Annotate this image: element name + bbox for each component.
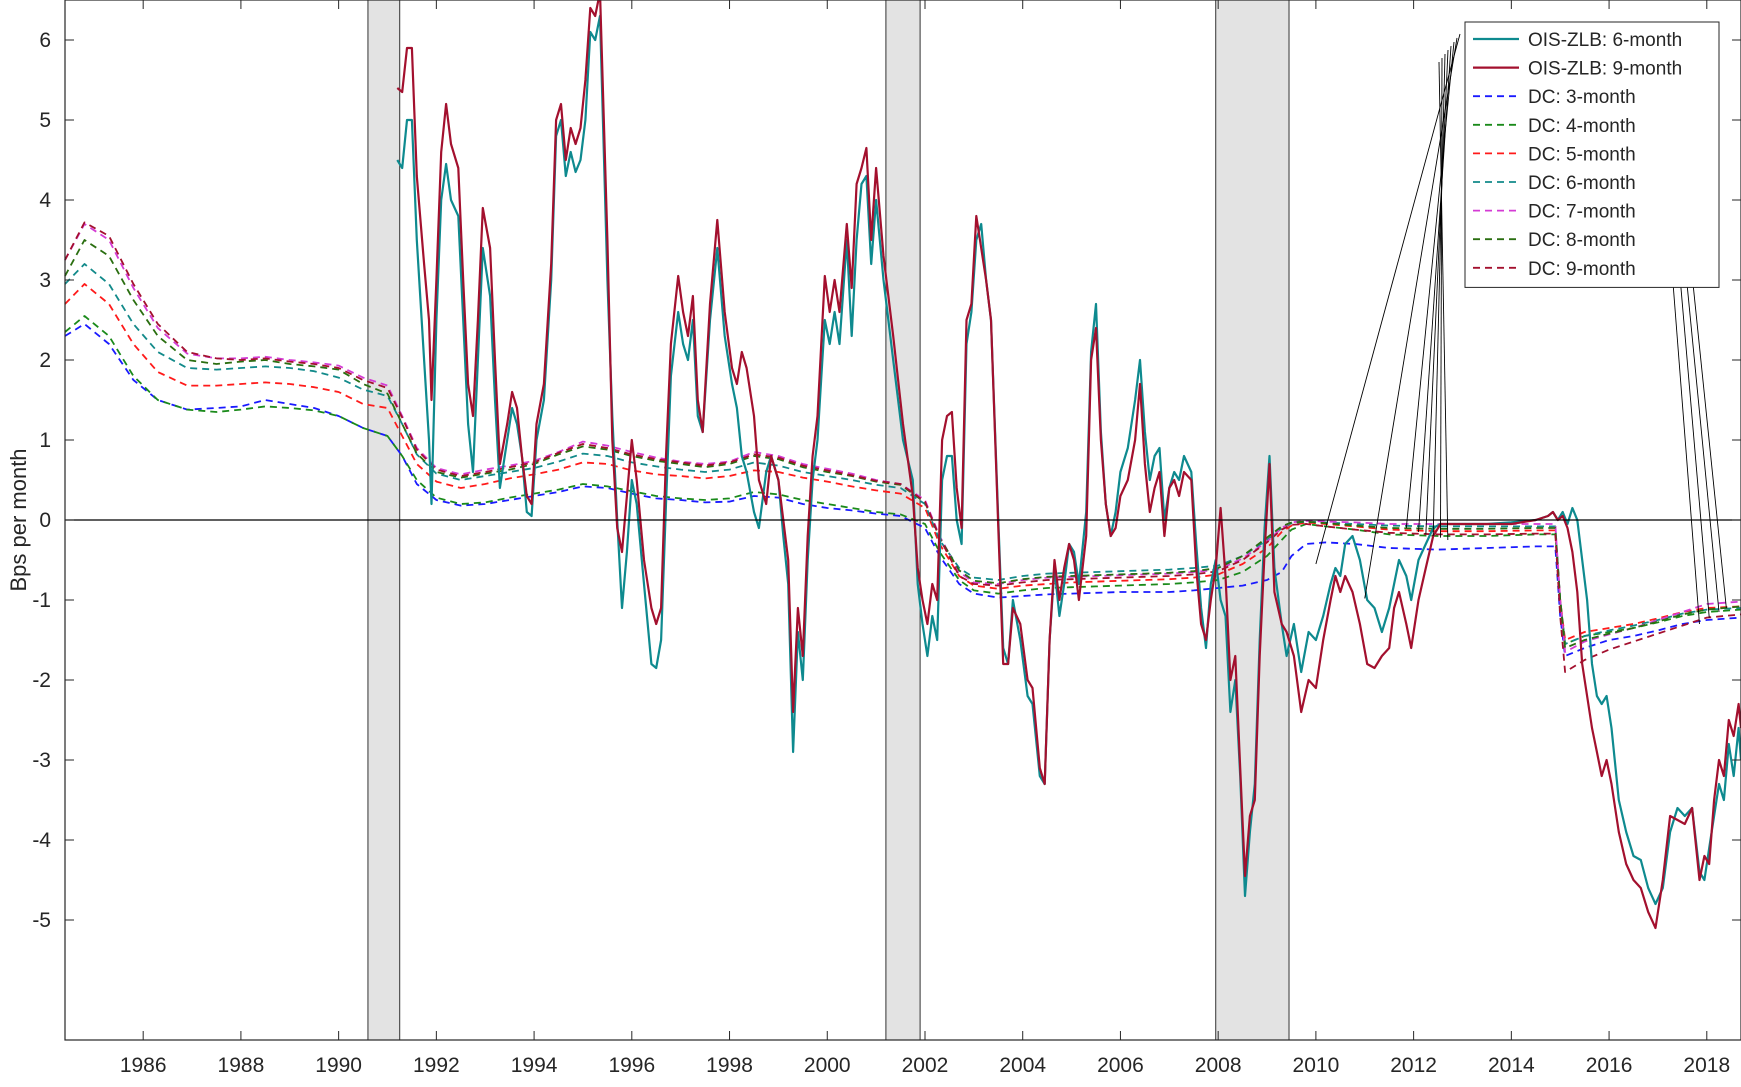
legend-label-dc-4-month: DC: 4-month xyxy=(1528,116,1636,137)
x-tick-label: 2010 xyxy=(1293,1054,1340,1077)
legend-label-ois-zlb-6-month: OIS-ZLB: 6-month xyxy=(1528,30,1682,51)
y-tick-label: -4 xyxy=(32,829,51,852)
callout-line xyxy=(1432,53,1446,537)
x-tick-label: 1992 xyxy=(413,1054,460,1077)
x-tick-label: 2006 xyxy=(1097,1054,1144,1077)
legend-label-dc-9-month: DC: 9-month xyxy=(1528,259,1636,280)
legend-label-ois-zlb-9-month: OIS-ZLB: 9-month xyxy=(1528,59,1682,80)
y-tick-label: 4 xyxy=(39,189,51,212)
y-tick-label: 5 xyxy=(39,109,51,132)
x-tick-label: 2002 xyxy=(902,1054,949,1077)
y-tick-label: -5 xyxy=(32,909,51,932)
y-tick-label: 0 xyxy=(39,509,51,532)
x-tick-label: 1998 xyxy=(706,1054,753,1077)
y-tick-label: -1 xyxy=(32,589,51,612)
y-tick-label: 3 xyxy=(39,269,51,292)
legend-callout-lines xyxy=(1315,33,1727,625)
callout-line xyxy=(1425,49,1449,535)
callout-line xyxy=(1438,61,1449,541)
x-tick-label: 2000 xyxy=(804,1054,851,1077)
x-tick-label: 2004 xyxy=(999,1054,1046,1077)
callout-line xyxy=(1675,229,1710,618)
series-line-dc-4-month xyxy=(64,315,1741,645)
legend: OIS-ZLB: 6-month OIS-ZLB: 9-month DC: 3-mo… xyxy=(1464,21,1720,288)
callout-line xyxy=(1418,45,1452,533)
x-tick-label: 1988 xyxy=(218,1054,265,1077)
legend-label-dc-5-month: DC: 5-month xyxy=(1528,144,1636,165)
series-line-dc-6-month xyxy=(64,263,1741,645)
legend-label-dc-6-month: DC: 6-month xyxy=(1528,173,1636,194)
axes: -5 -4 -3 -2 -1 0 1 2 3 4 5 6 1986 1988 1990 1992 1994 199… xyxy=(32,0,1741,1077)
series-line-dc-9-month xyxy=(64,221,1741,673)
y-tick-label: 2 xyxy=(39,349,51,372)
x-tick-label: 2008 xyxy=(1195,1054,1242,1077)
x-tick-label: 2014 xyxy=(1488,1054,1535,1077)
y-tick-label: 1 xyxy=(39,429,51,452)
y-tick-label: -2 xyxy=(32,669,51,692)
legend-label-dc-8-month: DC: 8-month xyxy=(1528,230,1636,251)
series-lines xyxy=(64,0,1741,930)
callout-line xyxy=(1440,57,1443,538)
x-tick-label: 1996 xyxy=(608,1054,655,1077)
legend-label-dc-7-month: DC: 7-month xyxy=(1528,202,1636,223)
callout-line xyxy=(1671,269,1700,625)
y-tick-label: 6 xyxy=(39,29,51,52)
series-line-dc-5-month xyxy=(64,283,1741,641)
legend-label-dc-3-month: DC: 3-month xyxy=(1528,87,1636,108)
x-tick-label: 1990 xyxy=(315,1054,362,1077)
x-tick-label: 2016 xyxy=(1586,1054,1633,1077)
callout-line xyxy=(1315,33,1461,565)
x-tick-label: 2018 xyxy=(1683,1054,1730,1077)
x-tick-label: 1986 xyxy=(120,1054,167,1077)
x-tick-label: 2012 xyxy=(1390,1054,1437,1077)
legend-box xyxy=(1464,21,1720,288)
x-tick-label: 1994 xyxy=(511,1054,558,1077)
y-tick-label: -3 xyxy=(32,749,51,772)
y-axis-label: Bps per month xyxy=(6,448,31,591)
series-line-ois-zlb-9-month xyxy=(396,0,1741,930)
series-line-dc-3-month xyxy=(64,323,1741,657)
